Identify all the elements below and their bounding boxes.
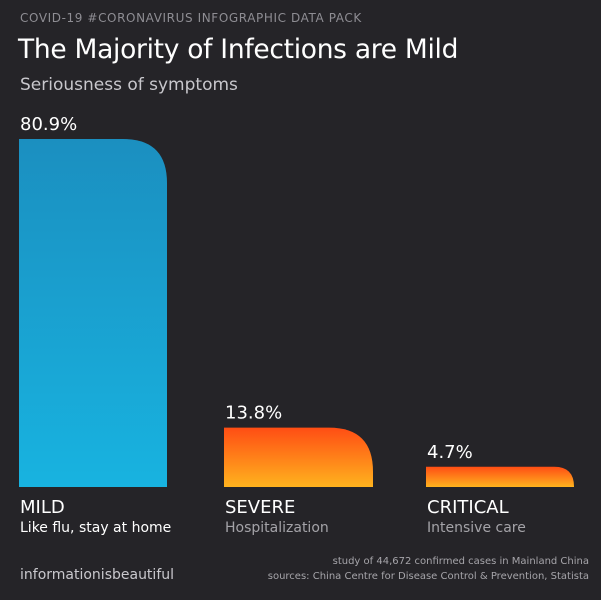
value-label-mild: 80.9% bbox=[20, 114, 77, 135]
chart-subtitle: Seriousness of symptoms bbox=[20, 75, 238, 95]
bar-critical bbox=[426, 466, 574, 487]
bar-severe bbox=[224, 427, 373, 487]
category-label-mild: MILD bbox=[20, 497, 65, 518]
category-label-critical: CRITICAL bbox=[427, 497, 509, 518]
category-label-severe: SEVERE bbox=[225, 497, 295, 518]
source-line-study: study of 44,672 confirmed cases in Mainl… bbox=[332, 556, 589, 567]
source-note: study of 44,672 confirmed cases in Mainl… bbox=[268, 555, 589, 584]
bar-mild bbox=[19, 139, 167, 487]
kicker-text: COVID-19 #CORONAVIRUS INFOGRAPHIC DATA P… bbox=[20, 11, 362, 25]
category-description-critical: Intensive care bbox=[427, 520, 526, 536]
category-description-severe: Hospitalization bbox=[225, 520, 329, 536]
brand-logo: informationisbeautiful bbox=[20, 567, 175, 583]
chart-title: The Majority of Infections are Mild bbox=[18, 34, 459, 65]
value-label-severe: 13.8% bbox=[225, 403, 282, 424]
source-line-sources: sources: China Centre for Disease Contro… bbox=[267, 570, 589, 582]
value-label-critical: 4.7% bbox=[427, 442, 473, 463]
category-description-mild: Like flu, stay at home bbox=[20, 520, 171, 536]
